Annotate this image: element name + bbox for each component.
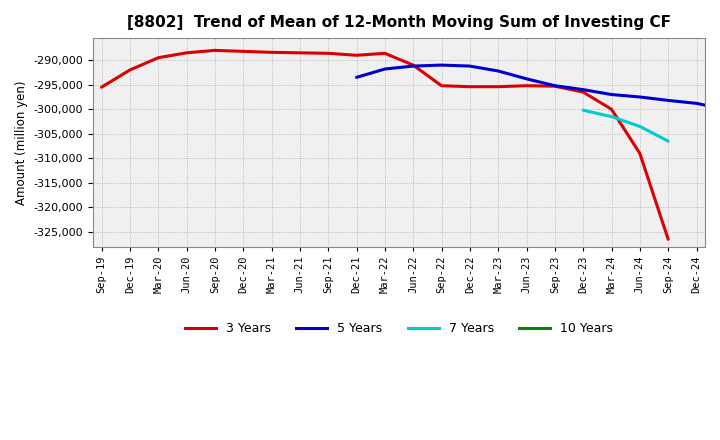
3 Years [154, 55, 163, 60]
3 Years [324, 51, 333, 56]
5 Years [692, 101, 701, 106]
3 Years [239, 49, 248, 54]
7 Years [607, 114, 616, 119]
3 Years [494, 84, 503, 89]
5 Years [352, 75, 361, 80]
Line: 7 Years: 7 Years [583, 110, 668, 141]
3 Years [182, 50, 191, 55]
7 Years [579, 108, 588, 113]
5 Years [494, 68, 503, 73]
3 Years [551, 84, 559, 89]
3 Years [295, 50, 304, 55]
Y-axis label: Amount (million yen): Amount (million yen) [15, 80, 28, 205]
5 Years [522, 76, 531, 81]
5 Years [579, 87, 588, 92]
Line: 5 Years: 5 Years [356, 65, 720, 171]
5 Years [409, 63, 418, 69]
3 Years [636, 151, 644, 156]
3 Years [607, 106, 616, 112]
3 Years [97, 84, 106, 90]
Title: [8802]  Trend of Mean of 12-Month Moving Sum of Investing CF: [8802] Trend of Mean of 12-Month Moving … [127, 15, 671, 30]
5 Years [607, 92, 616, 97]
3 Years [352, 53, 361, 58]
5 Years [437, 62, 446, 68]
3 Years [579, 89, 588, 95]
5 Years [551, 83, 559, 88]
5 Years [381, 66, 390, 72]
7 Years [664, 139, 672, 144]
Line: 3 Years: 3 Years [102, 50, 668, 239]
3 Years [125, 67, 134, 73]
7 Years [636, 124, 644, 129]
5 Years [636, 94, 644, 99]
3 Years [664, 237, 672, 242]
3 Years [210, 48, 219, 53]
5 Years [664, 98, 672, 103]
3 Years [437, 83, 446, 88]
3 Years [381, 51, 390, 56]
Legend: 3 Years, 5 Years, 7 Years, 10 Years: 3 Years, 5 Years, 7 Years, 10 Years [180, 318, 618, 341]
3 Years [267, 50, 276, 55]
5 Years [466, 63, 474, 69]
3 Years [466, 84, 474, 89]
3 Years [522, 83, 531, 88]
3 Years [409, 62, 418, 68]
